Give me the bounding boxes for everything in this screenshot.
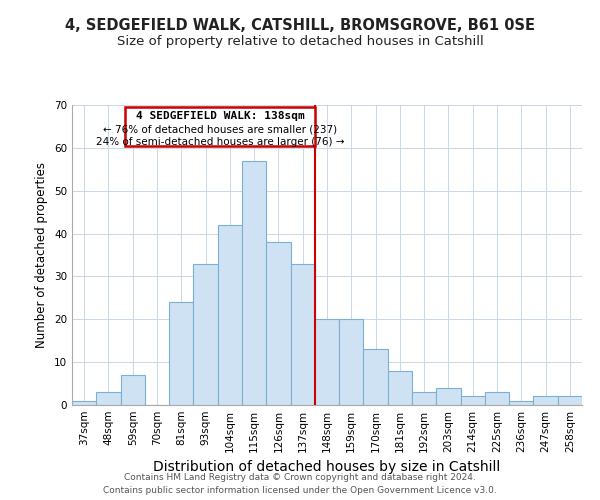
Text: 4, SEDGEFIELD WALK, CATSHILL, BROMSGROVE, B61 0SE: 4, SEDGEFIELD WALK, CATSHILL, BROMSGROVE… bbox=[65, 18, 535, 32]
Bar bbox=[461, 396, 485, 405]
Text: ← 76% of detached houses are smaller (237): ← 76% of detached houses are smaller (23… bbox=[103, 124, 337, 134]
Bar bbox=[509, 400, 533, 405]
Bar bbox=[388, 370, 412, 405]
Bar bbox=[339, 320, 364, 405]
Bar bbox=[72, 400, 96, 405]
Bar bbox=[121, 375, 145, 405]
Bar bbox=[218, 225, 242, 405]
Bar bbox=[364, 350, 388, 405]
Bar bbox=[193, 264, 218, 405]
Bar bbox=[533, 396, 558, 405]
X-axis label: Distribution of detached houses by size in Catshill: Distribution of detached houses by size … bbox=[154, 460, 500, 474]
Bar bbox=[558, 396, 582, 405]
Bar bbox=[412, 392, 436, 405]
Text: Contains public sector information licensed under the Open Government Licence v3: Contains public sector information licen… bbox=[103, 486, 497, 495]
Bar bbox=[436, 388, 461, 405]
Bar bbox=[242, 160, 266, 405]
Bar bbox=[266, 242, 290, 405]
Y-axis label: Number of detached properties: Number of detached properties bbox=[35, 162, 49, 348]
Text: Size of property relative to detached houses in Catshill: Size of property relative to detached ho… bbox=[116, 35, 484, 48]
Text: Contains HM Land Registry data © Crown copyright and database right 2024.: Contains HM Land Registry data © Crown c… bbox=[124, 474, 476, 482]
Text: 4 SEDGEFIELD WALK: 138sqm: 4 SEDGEFIELD WALK: 138sqm bbox=[136, 112, 305, 122]
FancyBboxPatch shape bbox=[125, 107, 315, 146]
Text: 24% of semi-detached houses are larger (76) →: 24% of semi-detached houses are larger (… bbox=[96, 137, 344, 147]
Bar bbox=[485, 392, 509, 405]
Bar bbox=[315, 320, 339, 405]
Bar bbox=[290, 264, 315, 405]
Bar bbox=[169, 302, 193, 405]
Bar bbox=[96, 392, 121, 405]
